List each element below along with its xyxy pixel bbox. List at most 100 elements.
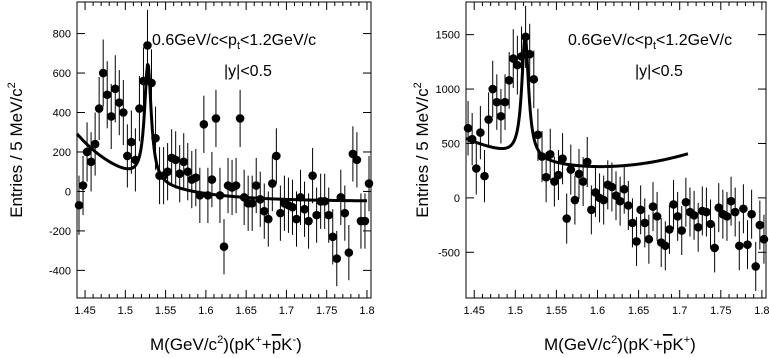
y-tick-label: 1500 bbox=[436, 30, 460, 42]
data-marker bbox=[574, 169, 584, 179]
data-point bbox=[352, 132, 362, 188]
left-annotation-pt: 0.6GeV/c<pt<1.2GeV/c bbox=[152, 32, 316, 52]
data-point bbox=[127, 110, 136, 174]
y-tick-label: 0 bbox=[65, 186, 71, 198]
data-marker bbox=[492, 97, 502, 107]
data-point bbox=[726, 176, 736, 226]
data-point bbox=[288, 179, 297, 235]
data-point bbox=[500, 74, 510, 130]
data-marker bbox=[171, 155, 180, 165]
x-tick-label: 1.65 bbox=[235, 305, 256, 317]
y-tick-label: -400 bbox=[49, 265, 71, 277]
data-point bbox=[163, 143, 172, 201]
data-point bbox=[488, 60, 498, 118]
data-marker bbox=[640, 218, 650, 228]
data-marker bbox=[570, 195, 580, 205]
data-point bbox=[348, 126, 358, 182]
data-point bbox=[78, 155, 88, 216]
x-tick-label: 1.7 bbox=[672, 305, 687, 317]
data-marker bbox=[562, 214, 571, 223]
left-x-axis-title: M(GeV/c2)(pK++pK-) bbox=[150, 334, 302, 354]
data-marker bbox=[199, 120, 209, 129]
data-point bbox=[90, 112, 100, 176]
data-point bbox=[751, 241, 761, 291]
data-marker bbox=[726, 196, 736, 206]
data-marker bbox=[632, 237, 641, 246]
data-marker bbox=[607, 182, 617, 192]
data-point bbox=[743, 220, 752, 270]
data-marker bbox=[86, 157, 96, 167]
data-marker bbox=[702, 207, 711, 217]
data-point bbox=[276, 185, 285, 241]
y-tick-label: 200 bbox=[53, 147, 71, 159]
data-point bbox=[636, 185, 645, 235]
data-marker bbox=[328, 232, 338, 242]
data-point bbox=[669, 179, 678, 229]
data-marker bbox=[143, 41, 152, 50]
right-fit-curve bbox=[465, 35, 689, 169]
data-marker bbox=[566, 165, 576, 174]
data-point bbox=[171, 131, 180, 189]
data-point bbox=[545, 128, 555, 180]
data-marker bbox=[352, 155, 362, 165]
y-tick-label: 600 bbox=[53, 68, 71, 80]
data-point bbox=[702, 187, 711, 237]
right-x-axis: 1.45 1.5 1.55 1.6 1.65 1.7 1.75 1.8 bbox=[464, 2, 769, 317]
data-marker bbox=[364, 179, 374, 188]
data-point bbox=[484, 92, 493, 147]
data-point bbox=[730, 187, 740, 237]
data-marker bbox=[615, 196, 625, 206]
data-point bbox=[755, 200, 765, 250]
data-marker bbox=[102, 90, 112, 100]
data-marker bbox=[681, 197, 691, 207]
left-panel: 1.45 1.5 1.55 1.6 1.65 1.7 1.75 1.8 -400 -200 0 20… bbox=[6, 1, 375, 354]
data-marker bbox=[508, 54, 518, 63]
data-point bbox=[74, 175, 84, 235]
data-marker bbox=[106, 112, 116, 121]
x-tick-label: 1.8 bbox=[754, 305, 769, 317]
data-point bbox=[652, 191, 662, 241]
data-marker bbox=[82, 147, 92, 157]
data-marker bbox=[78, 181, 88, 190]
data-point bbox=[175, 145, 184, 203]
left-x-axis: 1.45 1.5 1.55 1.6 1.65 1.7 1.75 1.8 bbox=[74, 2, 375, 317]
data-point bbox=[734, 221, 744, 271]
data-marker bbox=[360, 216, 370, 226]
data-point bbox=[582, 136, 592, 187]
data-marker bbox=[251, 181, 261, 190]
data-marker bbox=[74, 200, 84, 210]
data-point bbox=[574, 148, 584, 199]
y-tick-label: -200 bbox=[49, 226, 71, 238]
data-point bbox=[492, 74, 502, 130]
data-marker bbox=[759, 234, 769, 244]
data-marker bbox=[693, 222, 703, 232]
right-annotation-pt: 0.6GeV/c<pt<1.2GeV/c bbox=[568, 32, 732, 52]
x-tick-label: 1.5 bbox=[508, 305, 523, 317]
data-point bbox=[123, 124, 132, 188]
data-point bbox=[632, 216, 641, 266]
data-marker bbox=[730, 207, 740, 217]
data-point bbox=[480, 150, 489, 203]
data-point bbox=[304, 193, 313, 249]
data-marker bbox=[135, 104, 144, 113]
left-fit-curve bbox=[75, 63, 367, 203]
data-point bbox=[665, 204, 674, 254]
data-marker bbox=[94, 104, 104, 113]
data-point bbox=[179, 133, 189, 191]
y-tick-label: 0 bbox=[454, 193, 460, 205]
data-marker bbox=[496, 111, 506, 121]
data-marker bbox=[272, 151, 281, 161]
data-point bbox=[611, 171, 621, 221]
data-point bbox=[759, 214, 769, 264]
data-point bbox=[332, 230, 342, 287]
right-plot-frame bbox=[465, 1, 767, 299]
data-marker bbox=[276, 208, 285, 218]
data-marker bbox=[344, 248, 354, 257]
data-marker bbox=[219, 242, 229, 251]
data-point bbox=[681, 177, 691, 227]
data-point bbox=[570, 175, 580, 225]
data-marker bbox=[628, 218, 637, 228]
x-tick-label: 1.8 bbox=[359, 305, 374, 317]
data-marker bbox=[751, 262, 761, 271]
